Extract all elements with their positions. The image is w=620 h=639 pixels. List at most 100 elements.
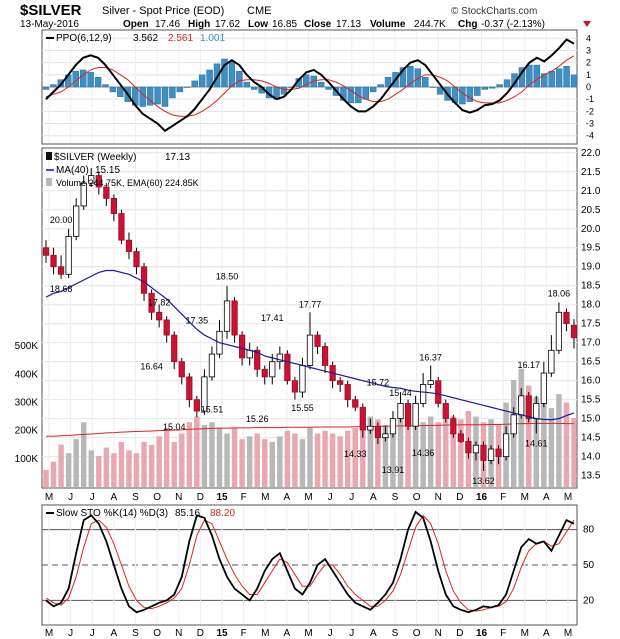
sto-x-tick: A [111, 628, 118, 639]
ppo-histogram-bar [526, 64, 533, 88]
volume-ema-polyline [46, 422, 574, 437]
header-date: 13-May-2016 [20, 19, 79, 30]
sto-x-tick: F [500, 628, 506, 639]
price-labels: 20.00 18.68 17.82 16.64 17.35 15.04 18.50 15.51… [50, 215, 570, 486]
volume-legend-label: Volume 244.75K, EMA(60) 224.85K [56, 178, 199, 188]
ppo-histogram-bar [251, 86, 258, 90]
candle-body [502, 433, 510, 458]
sto-y-tick: 80 [583, 525, 595, 536]
volume-bar [571, 417, 577, 487]
volume-bar [254, 433, 260, 487]
volume-bar [299, 439, 306, 487]
price-annotation: 20.00 [50, 215, 73, 225]
sto-x-tick: A [543, 628, 550, 639]
price-x-tick: O [413, 492, 421, 503]
sto-x-tick: N [435, 628, 442, 639]
ppo-histogram-bar [355, 86, 362, 104]
ppo-legend-label: PPO(6,12,9) [56, 33, 112, 44]
ppo-y-tick: -1 [586, 94, 594, 104]
ppo-histogram-bar [87, 72, 94, 88]
ppo-histogram-bar [563, 66, 570, 88]
candle-body [261, 368, 268, 378]
volume-bar [375, 419, 381, 487]
price-x-tick: A [370, 492, 377, 503]
volume-bar [73, 439, 79, 487]
ppo-histogram-bar [347, 86, 355, 104]
volume-bar [526, 385, 532, 487]
header-exchange: CME [247, 5, 271, 17]
price-y-tick: 22.0 [581, 148, 601, 159]
price-x-tick: J [68, 492, 73, 503]
price-annotation: 15.04 [163, 422, 186, 432]
candle-body [95, 175, 102, 188]
candle-body [540, 372, 547, 404]
ppo-histogram-bar [317, 81, 325, 88]
ppo-histogram-bar [206, 69, 213, 88]
ppo-legend-hist-value: 1.001 [200, 33, 225, 44]
price-annotation: 15.55 [291, 403, 314, 413]
volume-bar [126, 450, 132, 487]
candle-body [103, 186, 110, 199]
candle-body [314, 334, 321, 347]
header-open-value: 17.46 [155, 19, 180, 30]
candle-body [487, 448, 495, 461]
candle-body [269, 361, 276, 378]
price-x-tick: 15 [216, 492, 228, 503]
candle-body [533, 403, 540, 420]
price-annotation: 15.51 [201, 404, 224, 414]
volume-bar [239, 439, 245, 487]
ppo-histogram-bar [198, 74, 206, 88]
price-y-tick: 17.5 [581, 319, 601, 330]
ppo-y-tick: -3 [586, 119, 594, 129]
volume-bar [43, 470, 49, 487]
ppo-histogram-bar [459, 86, 466, 105]
ma-legend-label: MA(40) [56, 165, 89, 176]
ppo-histogram-bar [377, 84, 384, 88]
volume-y-tick: 100K [15, 454, 39, 465]
candle-body [306, 334, 314, 366]
price-y-tick: 14.0 [581, 452, 601, 463]
volume-bar [420, 422, 426, 487]
volume-bar [352, 427, 358, 487]
price-y-tick: 21.5 [581, 167, 601, 178]
ppo-histogram-bar [422, 77, 429, 88]
volume-bar [450, 416, 457, 487]
candle-body [276, 353, 283, 363]
volume-bar [133, 453, 140, 487]
ppo-histogram-bar [407, 66, 414, 88]
ppo-histogram-bar [414, 68, 422, 88]
price-y-tick: 20.5 [581, 205, 601, 216]
ppo-histogram-bar [50, 84, 57, 88]
sto-y-tick: 50 [583, 560, 595, 571]
candle-body [133, 251, 140, 268]
header-volume-value: 244.7K [414, 19, 446, 30]
candle-body [186, 376, 193, 401]
volume-bar [337, 436, 343, 487]
candle-body [80, 182, 87, 207]
price-annotation: 14.61 [525, 438, 548, 448]
candle-body [450, 418, 457, 435]
sto-legend-label: Slow STO %K(14) %D(3) [56, 508, 168, 519]
ppo-histogram-bar [466, 86, 474, 102]
volume-bar [277, 436, 283, 487]
sto-x-tick: D [456, 628, 463, 639]
price-y-tick: 16.0 [581, 376, 601, 387]
ppo-lines [45, 38, 575, 133]
price-legend-swatch [46, 152, 52, 160]
volume-bar [563, 402, 570, 487]
sto-x-tick: 15 [216, 628, 228, 639]
price-x-tick: M [521, 492, 529, 503]
ppo-histogram-bar [474, 86, 481, 96]
volume-bar [118, 441, 125, 487]
header-low-label: Low [248, 19, 268, 30]
candle-body [321, 346, 329, 366]
ppo-histogram-bar [117, 86, 124, 97]
header-high-label: High [188, 19, 210, 30]
sto-d-line [45, 514, 575, 612]
sto-x-tick: O [153, 628, 161, 639]
volume-bar [397, 413, 404, 487]
sto-x-tick: J [90, 628, 95, 639]
price-annotation: 17.82 [148, 298, 171, 308]
sto-legend: Slow STO %K(14) %D(3) 85.16 88.20 [46, 508, 235, 519]
